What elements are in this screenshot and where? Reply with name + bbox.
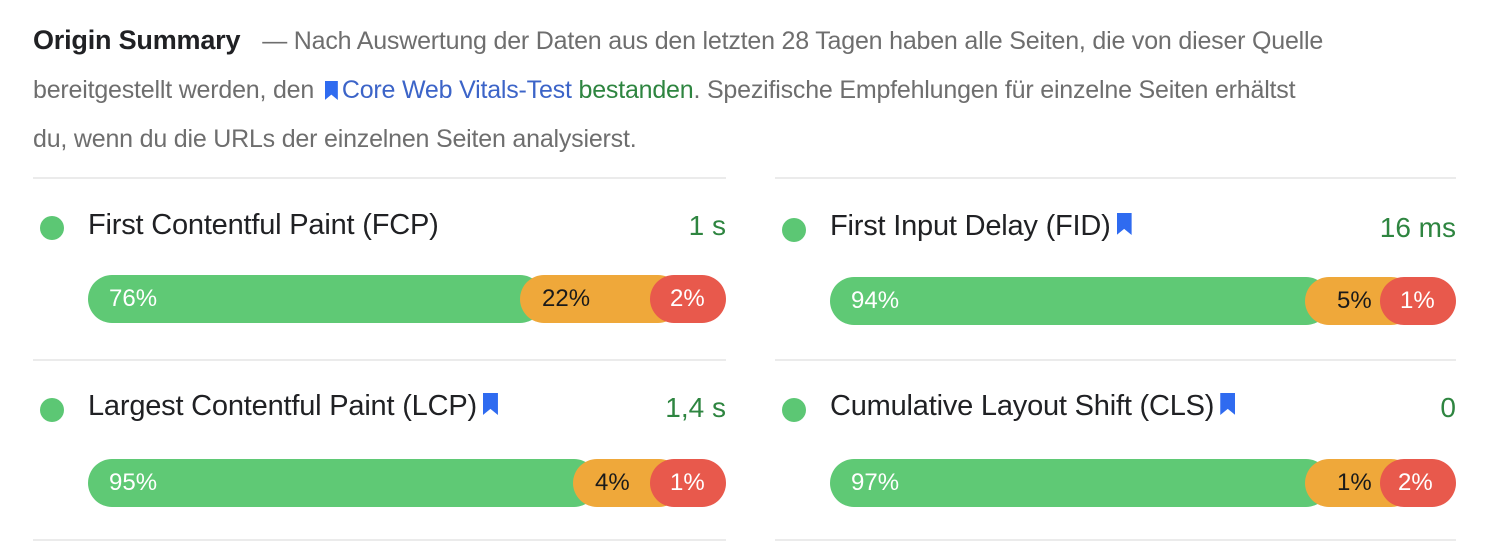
status-passed: bestanden	[578, 76, 694, 104]
status-dot-good	[40, 216, 64, 240]
segment-good: 94%	[830, 277, 1330, 325]
segment-good: 76%	[88, 275, 544, 323]
origin-summary-title: Origin Summary	[33, 25, 241, 55]
distribution-bar: 95% 4% 1%	[88, 459, 726, 507]
summary-text: — Nach Auswertung der Daten aus den letz…	[33, 27, 1324, 104]
status-dot-good	[40, 398, 64, 422]
segment-poor: 1%	[1380, 277, 1456, 325]
bookmark-icon	[1116, 213, 1132, 235]
metric-name: Cumulative Layout Shift (CLS)	[830, 390, 1239, 423]
divider	[33, 539, 726, 541]
bookmark-icon	[324, 81, 338, 100]
metric-name: Largest Contentful Paint (LCP)	[88, 390, 502, 423]
metric-value: 1 s	[688, 210, 726, 241]
core-web-vitals-link[interactable]: Core Web Vitals-Test	[341, 76, 572, 104]
status-dot-good	[782, 218, 806, 242]
status-dot-good	[782, 398, 806, 422]
origin-summary: Origin Summary — Nach Auswertung der Date…	[33, 16, 1333, 164]
metric-value: 16 ms	[1379, 212, 1456, 243]
segment-good: 97%	[830, 459, 1330, 507]
divider	[33, 359, 726, 361]
metric-value: 1,4 s	[665, 392, 726, 423]
metric-name: First Input Delay (FID)	[830, 210, 1136, 243]
bookmark-icon	[1220, 393, 1236, 415]
segment-poor: 2%	[1380, 459, 1456, 507]
segment-good: 95%	[88, 459, 598, 507]
distribution-bar: 97% 1% 2%	[830, 459, 1456, 507]
summary-text-after: . Spezifische Empfehlungen für einzelne …	[33, 76, 1296, 153]
metric-value: 0	[1440, 392, 1456, 423]
distribution-bar: 94% 5% 1%	[830, 277, 1456, 325]
bookmark-icon	[482, 393, 498, 415]
divider	[775, 177, 1456, 179]
segment-poor: 1%	[650, 459, 726, 507]
divider	[775, 539, 1456, 541]
distribution-bar: 76% 22% 2%	[88, 275, 726, 323]
segment-poor: 2%	[650, 275, 726, 323]
divider	[33, 177, 726, 179]
metric-name: First Contentful Paint (FCP)	[88, 209, 439, 241]
divider	[775, 359, 1456, 361]
